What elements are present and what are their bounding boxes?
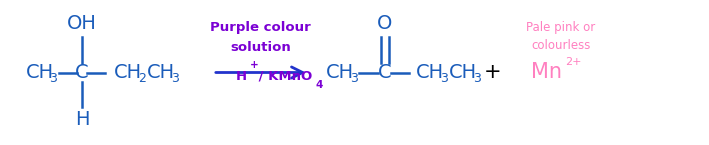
Text: CH: CH — [416, 63, 444, 82]
Text: 3: 3 — [474, 72, 481, 85]
Text: 2+: 2+ — [564, 57, 581, 67]
Text: O: O — [376, 14, 392, 33]
Text: 4: 4 — [316, 80, 323, 90]
Text: Purple colour: Purple colour — [211, 21, 311, 35]
Text: 3: 3 — [50, 72, 57, 85]
Text: H: H — [75, 110, 89, 129]
Text: Mn: Mn — [532, 62, 562, 83]
Text: CH: CH — [114, 63, 142, 82]
Text: colourless: colourless — [532, 39, 591, 52]
Text: 3: 3 — [350, 72, 358, 85]
Text: OH: OH — [67, 14, 97, 33]
Text: H: H — [236, 70, 247, 83]
Text: C: C — [75, 63, 89, 82]
Text: CH: CH — [450, 63, 477, 82]
Text: C: C — [377, 63, 391, 82]
Text: +: + — [484, 62, 501, 83]
Text: 2: 2 — [138, 72, 146, 85]
Text: solution: solution — [230, 41, 291, 54]
Text: CH: CH — [326, 63, 354, 82]
Text: CH: CH — [147, 63, 175, 82]
Text: 3: 3 — [440, 72, 448, 85]
Text: Pale pink or: Pale pink or — [527, 21, 596, 35]
Text: +: + — [250, 60, 259, 70]
Text: CH: CH — [26, 63, 54, 82]
Text: / KMnO: / KMnO — [254, 70, 312, 83]
Text: 3: 3 — [172, 72, 179, 85]
